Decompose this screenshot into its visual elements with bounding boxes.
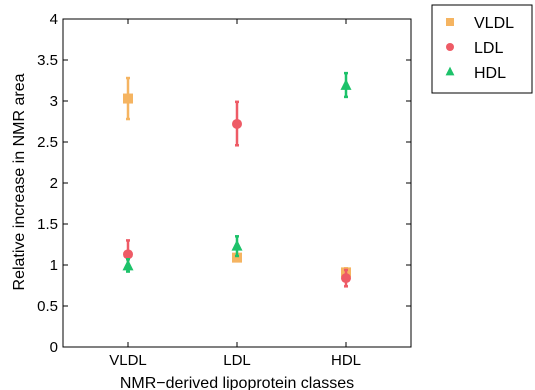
y-axis-label: Relative increase in NMR area — [11, 73, 28, 290]
y-tick-label-0: 0 — [50, 339, 58, 356]
x-axis-label: NMR−derived lipoprotein classes — [120, 375, 354, 390]
data-point-hdl-vldl — [122, 259, 134, 271]
y-tick-label-5: 2.5 — [37, 134, 58, 151]
x-tick-label-hdl: HDL — [331, 352, 361, 369]
y-tick-label-2: 1 — [50, 257, 58, 274]
legend-marker-ldl — [446, 43, 454, 51]
data-point-ldl-vldl — [123, 249, 133, 260]
data-point-hdl-hdl — [340, 78, 352, 90]
legend: VLDL LDL HDL — [431, 4, 533, 94]
plot-frame — [62, 18, 412, 348]
y-tick-label-3: 1.5 — [37, 216, 58, 233]
y-tick-label-8: 4 — [50, 11, 58, 28]
y-tick-label-7: 3.5 — [37, 52, 58, 69]
legend-marker-hdl — [445, 66, 455, 76]
data-point-ldl-ldl — [232, 118, 242, 129]
y-tick-label-6: 3 — [50, 93, 58, 110]
y-tick-label-4: 2 — [50, 175, 58, 192]
data-point-ldl-hdl — [341, 273, 351, 284]
axes: 0 0.5 1 1.5 2 2.5 3 3.5 4 VLDL LDL HDL — [37, 11, 412, 369]
x-tick-label-vldl: VLDL — [109, 352, 147, 369]
data-point-vldl-ldl — [232, 252, 242, 263]
legend-label-hdl: HDL — [474, 65, 506, 82]
series-hdl — [122, 71, 352, 273]
x-tick-label-ldl: LDL — [223, 352, 251, 369]
data-point-hdl-ldl — [231, 239, 243, 251]
plot-area — [122, 71, 352, 288]
legend-label-vldl: VLDL — [474, 15, 514, 32]
legend-label-ldl: LDL — [474, 40, 503, 57]
data-point-vldl-vldl — [123, 93, 133, 104]
y-tick-label-1: 0.5 — [37, 298, 58, 315]
legend-marker-vldl — [446, 18, 454, 26]
